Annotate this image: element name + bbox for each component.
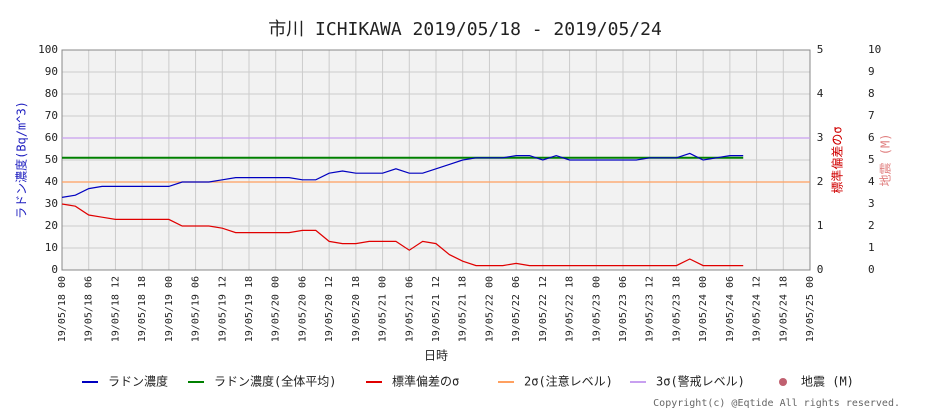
legend-label: 3σ(警戒レベル) (656, 374, 745, 389)
y-axis-title: ラドン濃度(Bq/m^3) (14, 101, 29, 219)
legend-label: 地震 (M) (801, 375, 854, 389)
y2-tick-label: 0 (817, 263, 824, 276)
x-tick-label: 19/05/23 06 (618, 276, 629, 342)
y3-tick-label: 5 (868, 153, 875, 166)
x-tick-label: 19/05/23 18 (671, 276, 682, 342)
x-tick-label: 19/05/19 12 (217, 276, 228, 342)
x-tick-label: 19/05/20 00 (271, 276, 282, 342)
y3-tick-label: 6 (868, 131, 875, 144)
y3-tick-label: 1 (868, 241, 875, 254)
x-tick-label: 19/05/22 00 (484, 276, 495, 342)
legend-label: ラドン濃度(全体平均) (214, 374, 336, 389)
y-tick-label: 70 (45, 109, 58, 122)
legend-label: 2σ(注意レベル) (524, 374, 613, 389)
x-tick-label: 19/05/21 00 (378, 276, 389, 342)
y2-tick-label: 1 (817, 219, 824, 232)
y3-tick-label: 0 (868, 263, 875, 276)
y-tick-label: 90 (45, 65, 58, 78)
x-tick-label: 19/05/23 12 (645, 276, 656, 342)
plot-border (61, 49, 811, 271)
x-axis-title: 日時 (424, 349, 448, 363)
x-tick-label: 19/05/21 12 (431, 276, 442, 342)
x-tick-label: 19/05/24 00 (698, 276, 709, 342)
y-tick-label: 30 (45, 197, 58, 210)
x-tick-label: 19/05/20 06 (297, 276, 308, 342)
y3-axis-title: 地震 (M) (879, 134, 893, 187)
y2-tick-label: 5 (817, 43, 824, 56)
x-tick-label: 19/05/25 00 (805, 276, 816, 342)
y2-tick-label: 3 (817, 131, 824, 144)
x-tick-label: 19/05/19 00 (164, 276, 175, 342)
x-tick-label: 19/05/24 06 (725, 276, 736, 342)
y-tick-label: 50 (45, 153, 58, 166)
y-tick-label: 10 (45, 241, 58, 254)
x-tick-label: 19/05/22 12 (538, 276, 549, 342)
y3-tick-label: 9 (868, 65, 875, 78)
y-tick-label: 80 (45, 87, 58, 100)
y3-tick-label: 2 (868, 219, 875, 232)
legend-label: ラドン濃度 (108, 374, 168, 389)
x-tick-label: 19/05/18 12 (110, 276, 121, 342)
y-tick-label: 60 (45, 131, 58, 144)
x-tick-label: 19/05/20 18 (351, 276, 362, 342)
copyright: Copyright(c) @Eqtide All rights reserved… (653, 398, 900, 409)
chart-title: 市川 ICHIKAWA 2019/05/18 - 2019/05/24 (268, 19, 662, 40)
x-tick-label: 19/05/23 00 (591, 276, 602, 342)
x-tick-label: 19/05/21 18 (458, 276, 469, 342)
x-tick-label: 19/05/22 06 (511, 276, 522, 342)
y3-tick-label: 4 (868, 175, 875, 188)
x-tick-label: 19/05/19 06 (191, 276, 202, 342)
x-tick-label: 19/05/20 12 (324, 276, 335, 342)
x-tick-label: 19/05/19 18 (244, 276, 255, 342)
legend-marker (779, 378, 787, 386)
x-tick-label: 19/05/22 18 (565, 276, 576, 342)
y2-tick-label: 4 (817, 87, 824, 100)
y3-tick-label: 8 (868, 87, 875, 100)
y3-tick-label: 10 (868, 43, 881, 56)
y-tick-label: 20 (45, 219, 58, 232)
y2-tick-label: 2 (817, 175, 824, 188)
y3-tick-label: 3 (868, 197, 875, 210)
x-tick-label: 19/05/24 12 (752, 276, 763, 342)
x-tick-label: 19/05/18 06 (84, 276, 95, 342)
y3-tick-label: 7 (868, 109, 875, 122)
y2-axis-title: 標準偏差のσ (830, 126, 845, 193)
x-tick-label: 19/05/18 18 (137, 276, 148, 342)
x-tick-label: 19/05/24 18 (778, 276, 789, 342)
legend-label: 標準偏差のσ (392, 374, 459, 389)
y-tick-label: 100 (38, 43, 58, 56)
y-tick-label: 40 (45, 175, 58, 188)
series-line (61, 203, 744, 267)
x-tick-label: 19/05/18 00 (57, 276, 68, 342)
y-tick-label: 0 (51, 263, 58, 276)
series-line (61, 152, 744, 198)
x-tick-label: 19/05/21 06 (404, 276, 415, 342)
